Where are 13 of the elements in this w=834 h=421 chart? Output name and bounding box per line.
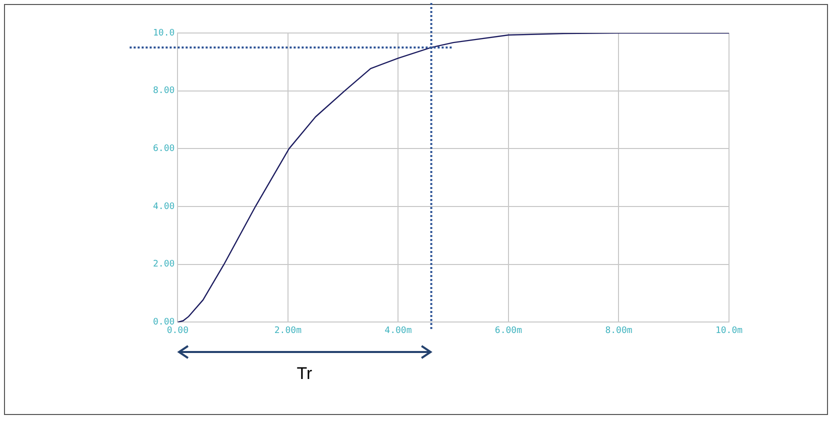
text: Tr — [296, 364, 314, 384]
y-tick-label: 8.00 — [152, 86, 175, 96]
y-tick-label: 2.00 — [152, 260, 175, 270]
x-tick-label: 8.00m — [605, 326, 632, 336]
x-tick-label: 10.0m — [715, 326, 743, 336]
x-tick-label: 4.00m — [384, 326, 412, 336]
x-tick-label: 0.00 — [166, 326, 189, 336]
x-tick-label: 2.00m — [274, 326, 302, 336]
y-tick-label: 10.0 — [152, 28, 175, 38]
y-tick-label: 4.00 — [152, 202, 175, 212]
y-tick-label: 6.00 — [152, 144, 175, 154]
x-tick-label: 6.00m — [494, 326, 522, 336]
y-tick-label: 0.00 — [152, 318, 175, 328]
